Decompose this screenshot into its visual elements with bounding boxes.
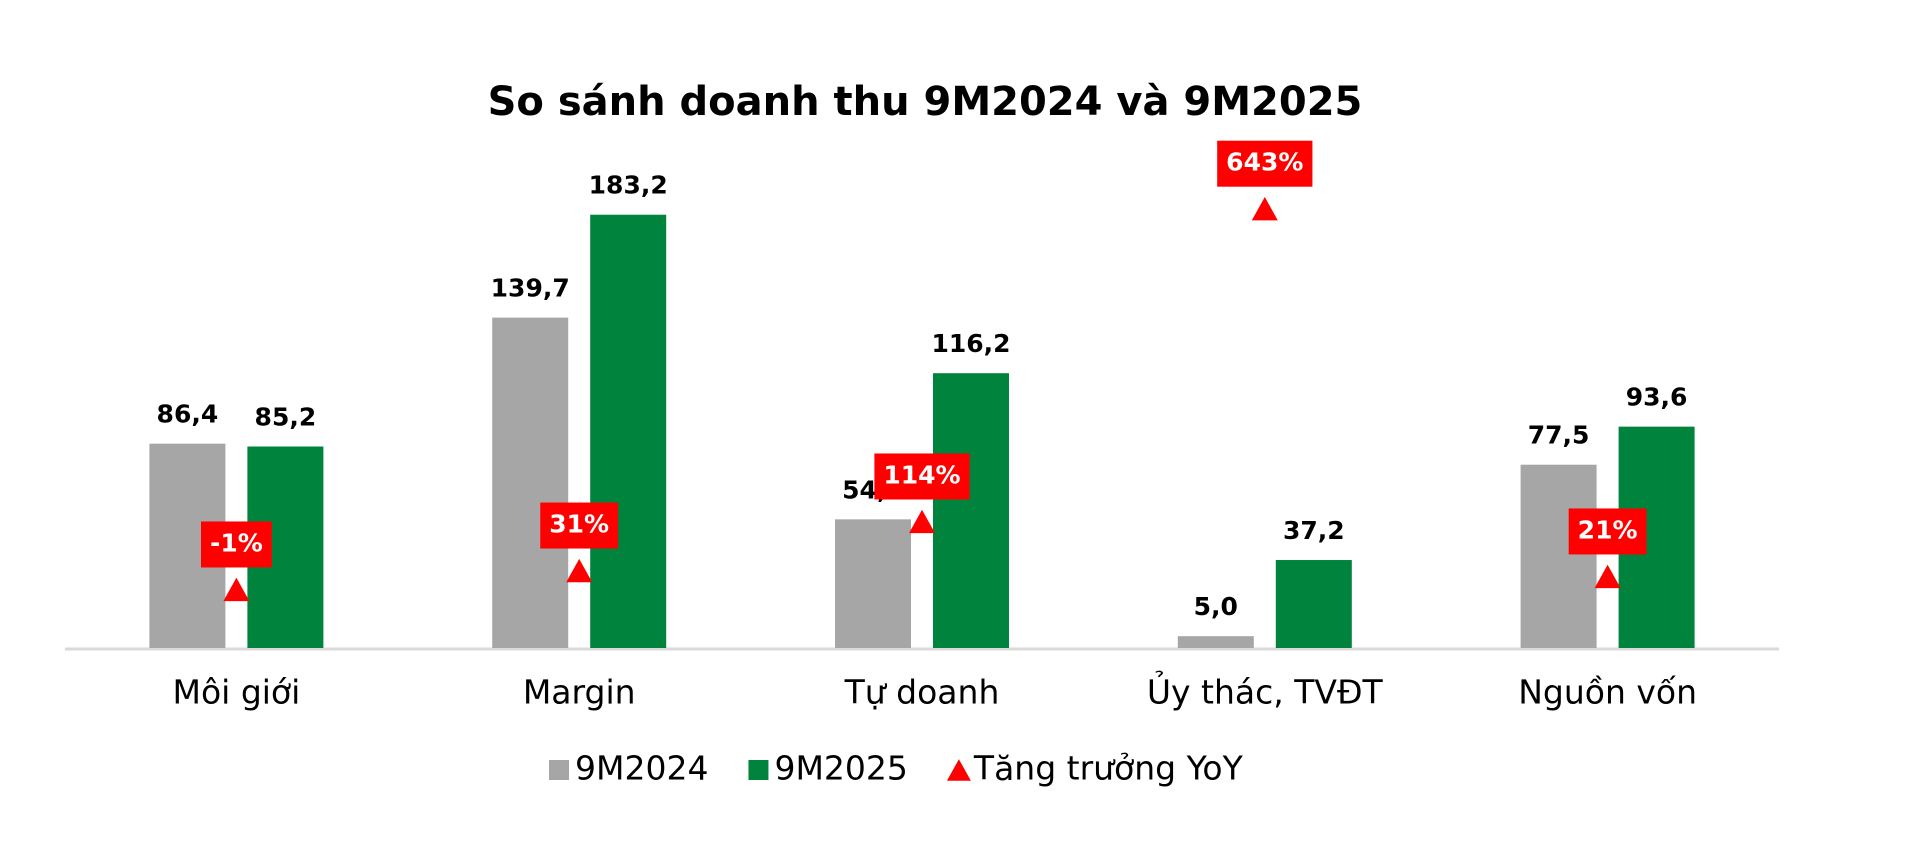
bar bbox=[492, 317, 569, 648]
growth-marker bbox=[1251, 197, 1278, 221]
legend-label: 9M2025 bbox=[774, 749, 907, 788]
legend-marker bbox=[549, 760, 569, 780]
x-tick-label: Môi giới bbox=[173, 673, 301, 712]
value-label: 85,2 bbox=[255, 403, 317, 432]
growth-label: -1% bbox=[200, 521, 272, 568]
growth-label-text: 21% bbox=[1578, 515, 1638, 544]
growth-label-box bbox=[1568, 508, 1647, 555]
growth-marker bbox=[909, 509, 935, 534]
value-label: 116,2 bbox=[931, 329, 1010, 358]
growth-marker bbox=[566, 558, 593, 583]
bar bbox=[933, 373, 1009, 648]
growth-label-text: 31% bbox=[549, 510, 609, 539]
bar bbox=[590, 214, 667, 648]
growth-label: 643% bbox=[1217, 140, 1313, 187]
value-label: 93,6 bbox=[1626, 383, 1688, 412]
growth-marker bbox=[1594, 564, 1621, 589]
legend-label: Tăng trưởng YoY bbox=[973, 749, 1244, 788]
value-label: 5,0 bbox=[1194, 592, 1238, 621]
growth-label: 31% bbox=[540, 502, 619, 549]
x-tick-label: Nguồn vốn bbox=[1518, 673, 1697, 712]
growth-label: 21% bbox=[1568, 508, 1647, 555]
value-label: 86,4 bbox=[157, 400, 219, 429]
growth-label-text: 643% bbox=[1226, 148, 1303, 177]
growth-label-box bbox=[540, 502, 619, 549]
x-tick-label: Tự doanh bbox=[844, 673, 1000, 712]
x-tick-label: Ủy thác, TVĐT bbox=[1147, 669, 1384, 712]
growth-label: 114% bbox=[874, 453, 970, 500]
growth-marker bbox=[223, 577, 250, 602]
x-tick-label: Margin bbox=[523, 673, 636, 712]
value-label: 139,7 bbox=[491, 274, 570, 303]
growth-label-box bbox=[1217, 140, 1313, 187]
value-label: 183,2 bbox=[589, 171, 668, 200]
bar bbox=[1177, 636, 1254, 648]
bar bbox=[1520, 464, 1597, 648]
chart-title: So sánh doanh thu 9M2024 và 9M2025 bbox=[488, 79, 1363, 125]
value-label: 37,2 bbox=[1283, 516, 1345, 545]
growth-label-text: -1% bbox=[210, 528, 263, 557]
growth-label-box bbox=[200, 521, 272, 568]
growth-label-box bbox=[874, 453, 970, 500]
bar bbox=[835, 519, 911, 648]
legend-marker bbox=[946, 759, 971, 781]
growth-label-text: 114% bbox=[883, 460, 960, 489]
value-label: 77,5 bbox=[1528, 421, 1590, 450]
legend-marker bbox=[748, 760, 769, 780]
bar bbox=[1275, 560, 1352, 648]
legend-label: 9M2024 bbox=[575, 749, 708, 788]
